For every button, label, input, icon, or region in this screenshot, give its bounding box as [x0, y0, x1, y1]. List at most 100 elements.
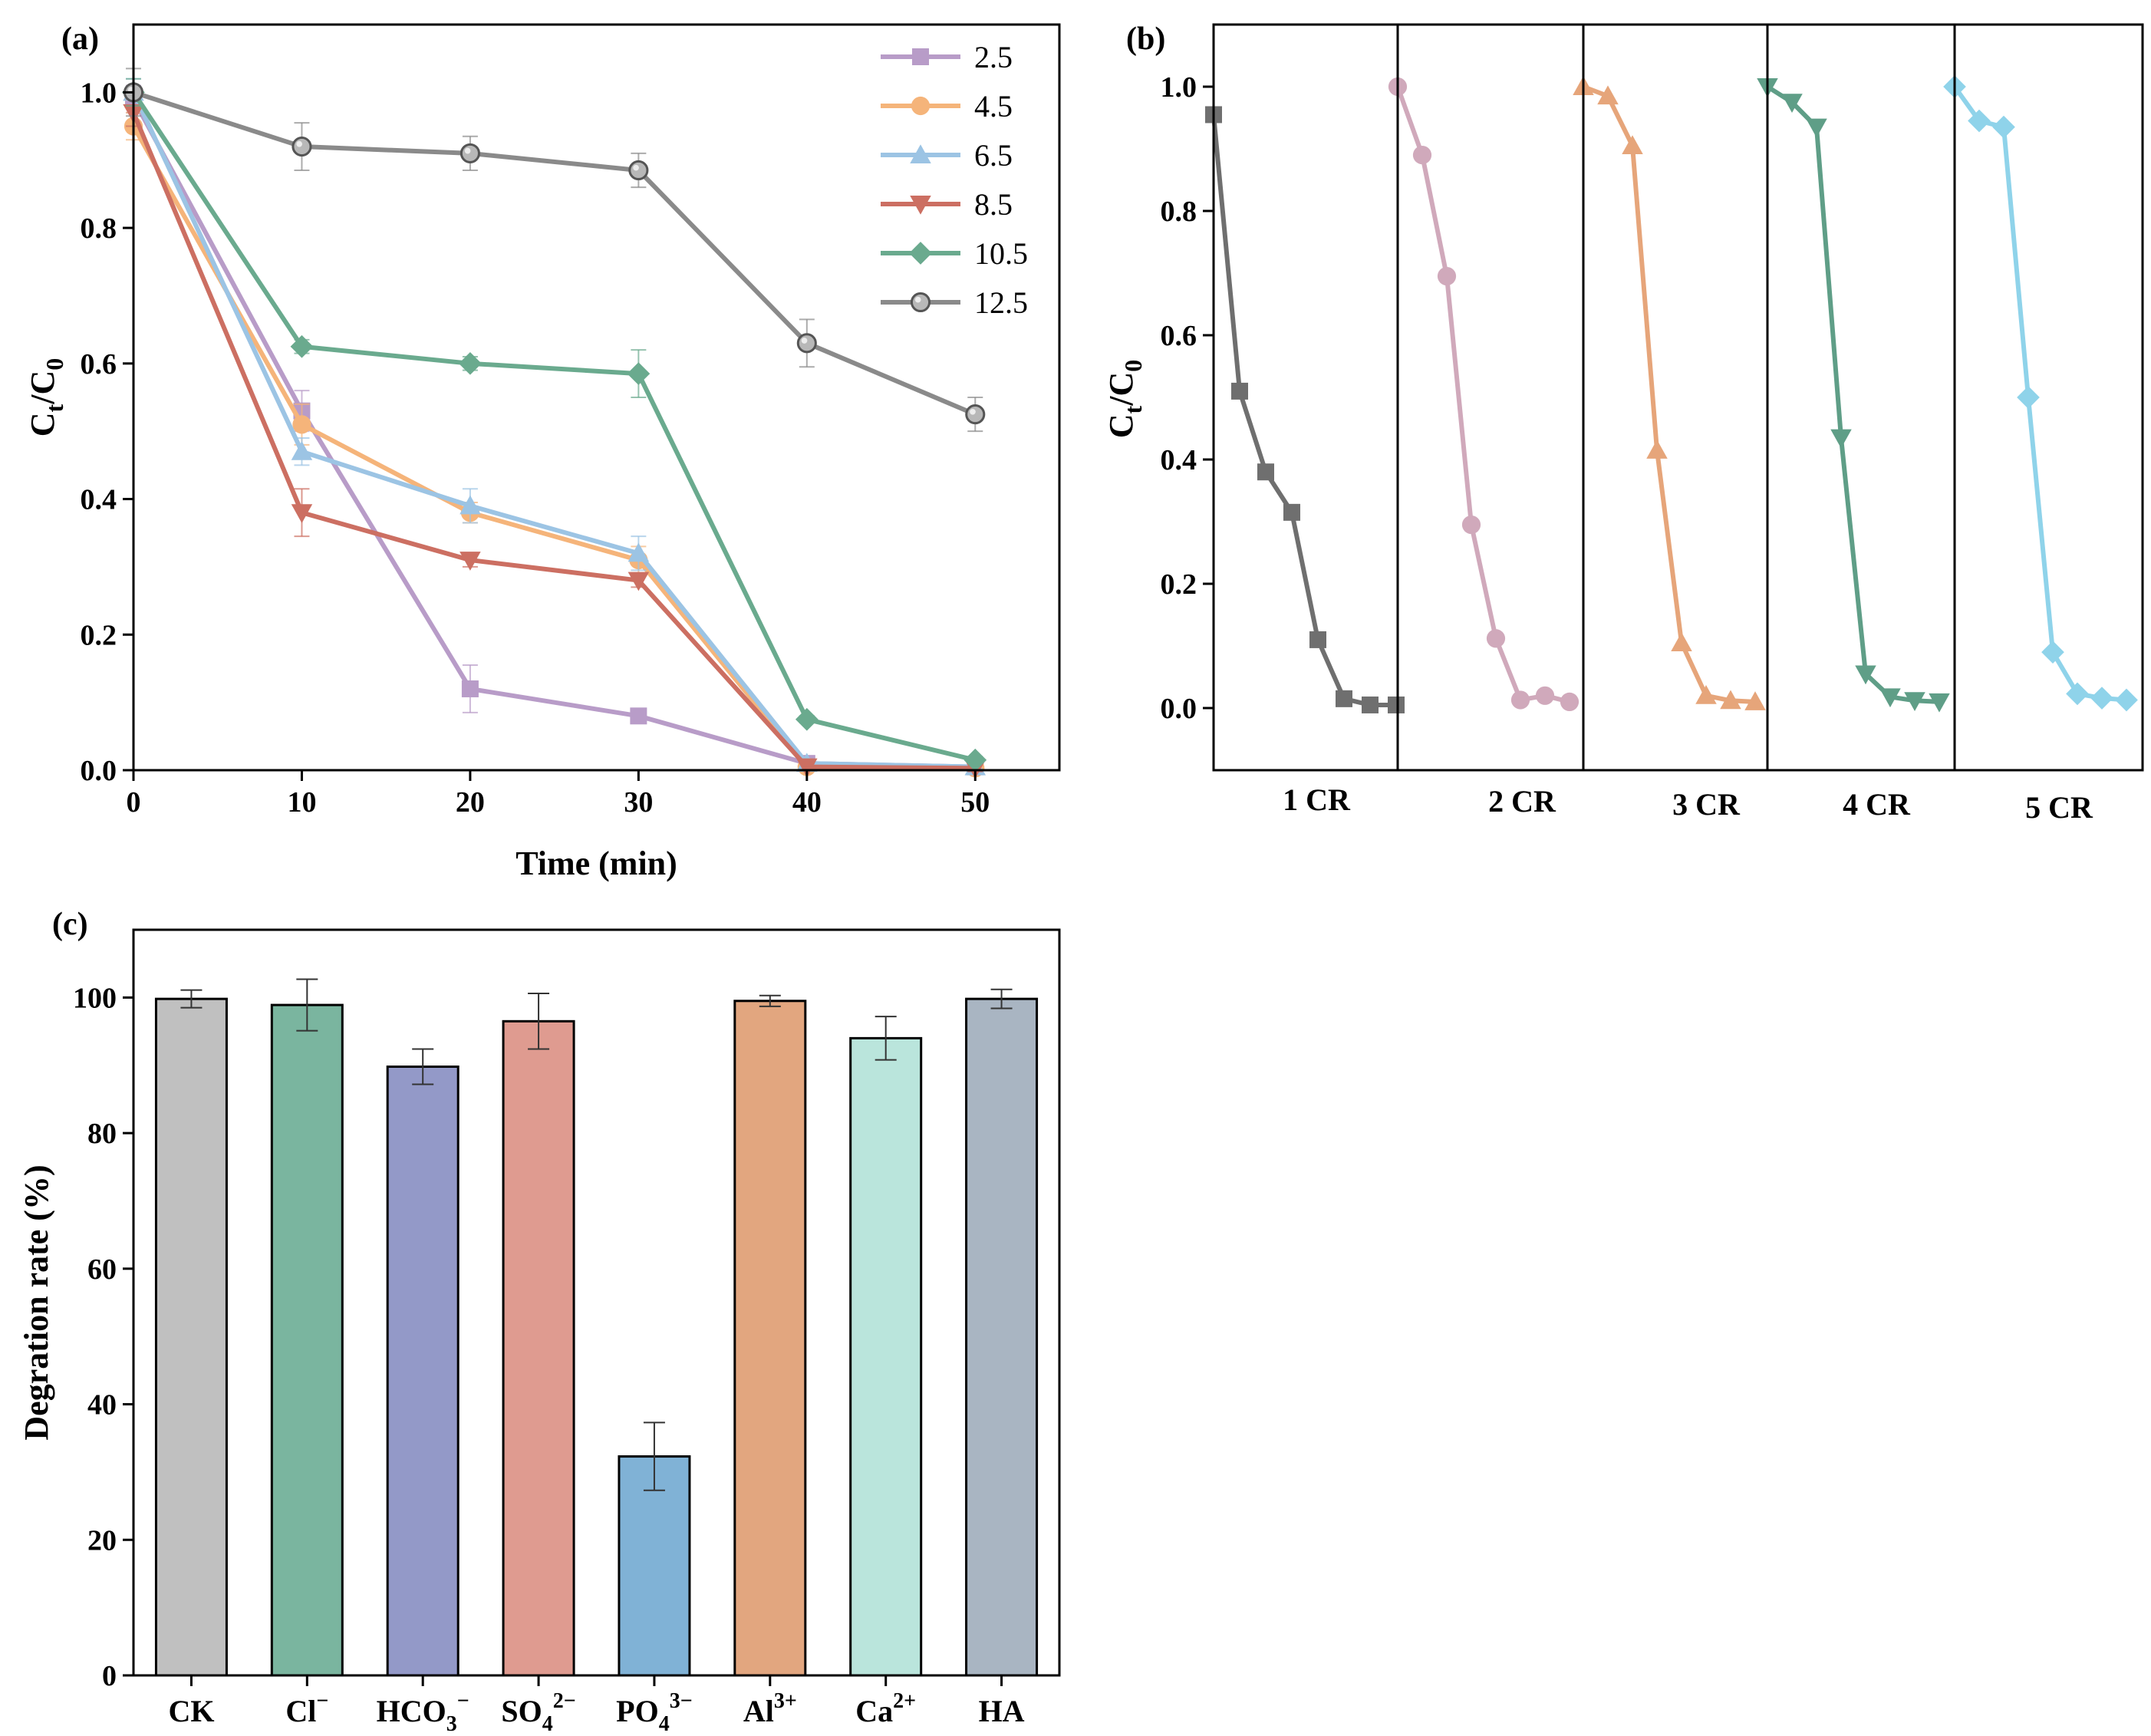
data-point [796, 333, 817, 354]
legend-label: 6.5 [974, 138, 1013, 173]
data-point [1855, 665, 1876, 685]
x-tick-label: 30 [624, 786, 653, 819]
y-tick-label: 40 [87, 1389, 117, 1421]
series-6-5 [123, 77, 987, 776]
data-point [291, 440, 313, 460]
bar-group [965, 988, 1039, 1677]
series-10-5 [122, 77, 987, 772]
data-point [1968, 109, 1991, 133]
data-point [1510, 690, 1530, 710]
cycle-label: 5 CR [2025, 790, 2093, 825]
y-tick-label: 1.0 [81, 77, 117, 109]
data-point-highlight [464, 147, 471, 154]
legend-marker [910, 292, 931, 313]
data-point [460, 552, 481, 571]
series-line [133, 90, 977, 417]
cycle-line [1395, 85, 1570, 704]
data-point [1744, 691, 1766, 710]
data-point [2017, 386, 2040, 409]
x-tick-label: 40 [792, 786, 822, 819]
data-point [292, 415, 311, 434]
cycle-label: 2 CR [1488, 784, 1556, 819]
data-point [1992, 115, 2015, 139]
y-tick-label: 0.4 [1161, 444, 1197, 476]
bar-group [270, 978, 344, 1677]
data-point [1781, 94, 1803, 113]
data-point [1437, 266, 1457, 286]
data-point [1535, 686, 1555, 705]
data-point [628, 542, 650, 562]
y-tick-label: 0.2 [81, 619, 117, 651]
y-tick-label: 0.6 [1161, 320, 1197, 352]
x-tick-label: 50 [960, 786, 990, 819]
y-tick-label: 80 [87, 1118, 117, 1150]
bar-group [154, 989, 228, 1677]
y-tick-label: 20 [87, 1524, 117, 1556]
legend-label: 2.5 [974, 40, 1013, 74]
cycle-4-series [1757, 78, 1950, 713]
cycle-1-series [1205, 106, 1405, 713]
legend-marker [912, 48, 929, 65]
legend-label: 10.5 [974, 236, 1028, 271]
legend-marker [910, 196, 931, 215]
data-point [460, 143, 480, 163]
data-point [291, 504, 313, 523]
cycle-line [1582, 84, 1756, 704]
legend-marker [910, 144, 931, 163]
legend-label: 12.5 [974, 285, 1028, 320]
category-label: Ca2+ [855, 1689, 916, 1728]
data-point [1879, 688, 1901, 708]
data-point-highlight [296, 140, 303, 147]
plot-frame [1212, 23, 2144, 772]
bar-group [849, 1016, 923, 1677]
data-point [795, 707, 819, 731]
bar [733, 1000, 807, 1677]
y-axis-title: Ct/C0 [24, 358, 68, 436]
data-point [1560, 692, 1579, 712]
data-point [1830, 429, 1852, 449]
data-point-highlight [970, 408, 976, 415]
y-tick-label: 0.8 [81, 212, 117, 245]
panel-b-chart: (b) 0.0 0.2 0.4 0.6 0.8 1.0 1 CR 2 CR 3 CR 4 CR 5 C… [1102, 21, 2144, 825]
bar-group [733, 994, 807, 1677]
panel-label-a: (a) [61, 21, 99, 57]
series-12-5 [123, 68, 986, 433]
cycle-line [1952, 85, 2127, 703]
data-point [1929, 693, 1950, 713]
data-point [290, 334, 314, 358]
x-tick-label: 0 [127, 786, 141, 819]
bar-group [618, 1421, 691, 1677]
series-8-5 [123, 98, 987, 779]
data-point [1486, 629, 1506, 648]
bar-group [502, 993, 575, 1677]
data-point-highlight [801, 338, 808, 344]
data-point [630, 707, 647, 725]
data-point [1806, 118, 1827, 138]
y-tick-label: 0.6 [81, 348, 117, 380]
category-label: HCO3− [377, 1689, 469, 1736]
series-2-5 [125, 84, 984, 776]
legend-marker [911, 96, 931, 116]
x-axis-title: Time (min) [516, 845, 677, 882]
bar [618, 1455, 691, 1677]
category-label: Cl− [285, 1689, 328, 1728]
data-point [461, 680, 479, 697]
series-line [131, 125, 976, 771]
legend: 2.5 4.5 6.5 8.5 10.5 12.5 [881, 40, 1028, 320]
x-tick-label: 10 [287, 786, 316, 819]
legend-marker [909, 242, 932, 265]
data-point [1412, 146, 1432, 165]
panel-a-chart: (a) 0 10 20 30 40 50 0.0 0.2 0.4 0.6 0.8 1.0 Time (mi… [24, 21, 1061, 882]
category-label: CK [168, 1694, 214, 1728]
data-point [965, 404, 986, 425]
data-point [292, 137, 312, 157]
cycle-line [1766, 84, 1940, 704]
data-point [1597, 85, 1619, 105]
series-line [131, 111, 976, 771]
data-point [628, 572, 650, 591]
data-point [628, 160, 649, 181]
data-point [1646, 440, 1668, 459]
data-point [796, 758, 818, 778]
category-label: Al3+ [743, 1689, 797, 1728]
series-line [131, 97, 976, 769]
